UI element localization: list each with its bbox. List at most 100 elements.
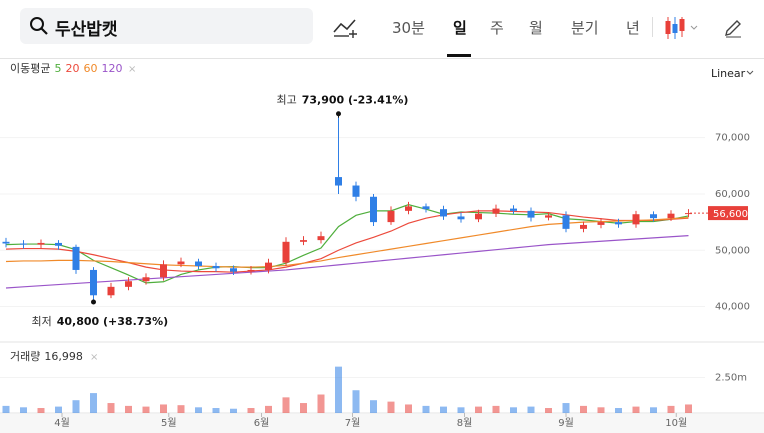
volume-bar — [300, 403, 307, 413]
ma-legend-item: 5 — [54, 62, 61, 75]
candle-body — [195, 261, 202, 267]
annotation-dot — [91, 299, 96, 305]
x-tick-label: 6월 — [254, 417, 270, 429]
candle-body — [510, 208, 517, 211]
volume-bar — [335, 366, 342, 413]
separator — [652, 17, 653, 37]
candle-body — [90, 269, 97, 296]
candle-body — [142, 277, 150, 282]
candle-body — [265, 262, 272, 270]
ma-legend-item: 60 — [83, 62, 97, 75]
draw-icon[interactable] — [723, 18, 743, 38]
candle-body — [632, 214, 640, 225]
candle-body — [440, 209, 447, 217]
volume-bar — [387, 401, 395, 413]
y-tick-label: 70,000 — [715, 133, 750, 144]
annotation: 최고 73,900 (-23.41%) — [277, 94, 409, 107]
volume-bar — [562, 403, 570, 413]
search-box[interactable]: 두산밥캣 — [20, 8, 313, 44]
volume-bar — [457, 407, 465, 413]
volume-bar — [405, 404, 412, 413]
candle-body — [545, 215, 552, 218]
volume-bar — [370, 400, 377, 413]
volume-bar — [265, 405, 272, 413]
volume-bar — [597, 407, 605, 413]
candle-body — [212, 266, 220, 269]
volume-bar — [177, 405, 185, 413]
x-tick-label: 4월 — [54, 417, 70, 429]
candle-body — [422, 206, 430, 210]
volume-bar — [212, 408, 220, 413]
x-tick-label: 9월 — [558, 417, 574, 429]
period-tab[interactable]: 분기 — [571, 19, 599, 37]
volume-bar — [2, 405, 10, 413]
candle-body — [352, 185, 360, 197]
last-price-box — [708, 206, 748, 221]
volume-bar — [107, 403, 115, 413]
scale-chevron — [746, 70, 754, 75]
volume-legend: 거래량 16,998 — [10, 350, 83, 363]
ma-legend-item: 120 — [101, 62, 122, 75]
volume-bar — [142, 406, 150, 413]
volume-bar — [90, 393, 97, 413]
candle-body — [317, 236, 325, 241]
candle-body — [177, 261, 185, 265]
candle-body — [300, 240, 307, 242]
volume-bar — [247, 408, 255, 413]
annotation-label: 최고 — [277, 94, 297, 107]
volume-bar — [282, 397, 290, 413]
volume-bar — [160, 404, 167, 413]
candle-body — [20, 243, 27, 245]
candle-body — [370, 196, 377, 223]
candle-body — [230, 268, 237, 272]
scale-mode[interactable]: Linear — [711, 67, 746, 80]
period-tab[interactable]: 30분 — [392, 19, 425, 37]
candle-body — [387, 210, 395, 223]
candle-body — [72, 246, 80, 270]
annotation: 최저 40,800 (+38.73%) — [32, 315, 169, 328]
x-axis-band — [0, 414, 764, 433]
candle-body — [562, 215, 570, 229]
candle-body — [247, 269, 255, 272]
period-tab[interactable]: 월 — [529, 19, 543, 37]
selected-underline — [447, 54, 471, 57]
candle-body — [107, 286, 115, 296]
search-icon — [30, 17, 48, 35]
x-tick-label: 10월 — [665, 417, 687, 429]
ma-legend-item: 20 — [65, 62, 79, 75]
volume-legend-close: × — [90, 352, 98, 363]
candle-type-icon[interactable] — [664, 15, 700, 41]
y-tick-label: 40,000 — [715, 302, 750, 313]
volume-legend-value: 16,998 — [44, 350, 83, 363]
chart-type-icon[interactable] — [333, 16, 359, 38]
annotation-label: 최저 — [32, 315, 52, 328]
annotation-dot — [336, 111, 341, 117]
annotation-value: 40,800 (+38.73%) — [57, 315, 168, 328]
period-tab[interactable]: 일 — [453, 19, 467, 37]
volume-bar — [510, 407, 517, 413]
candle-body — [335, 177, 342, 186]
candle-body — [492, 208, 500, 214]
search-text[interactable]: 두산밥캣 — [55, 20, 118, 40]
y-tick-label: 60,000 — [715, 189, 750, 200]
candle-body — [650, 214, 657, 219]
volume-bar — [230, 408, 237, 413]
ma-legend: 이동평균 5 20 60 120 — [10, 62, 122, 75]
candle-body — [55, 242, 62, 246]
x-tick-label: 7월 — [345, 417, 361, 429]
candle-body — [667, 213, 675, 219]
volume-bar — [72, 400, 80, 413]
period-tab[interactable]: 년 — [626, 19, 640, 37]
candle-body — [282, 241, 290, 263]
period-tab[interactable]: 주 — [490, 19, 504, 37]
annotation-value: 73,900 (-23.41%) — [302, 94, 409, 107]
candle-body — [475, 213, 482, 220]
volume-bar — [492, 405, 500, 413]
volume-tick-label: 2.50m — [715, 372, 747, 383]
volume-bar — [317, 394, 325, 413]
candle-body — [597, 222, 605, 225]
volume-bar — [440, 406, 447, 413]
ma-line — [5, 217, 689, 268]
